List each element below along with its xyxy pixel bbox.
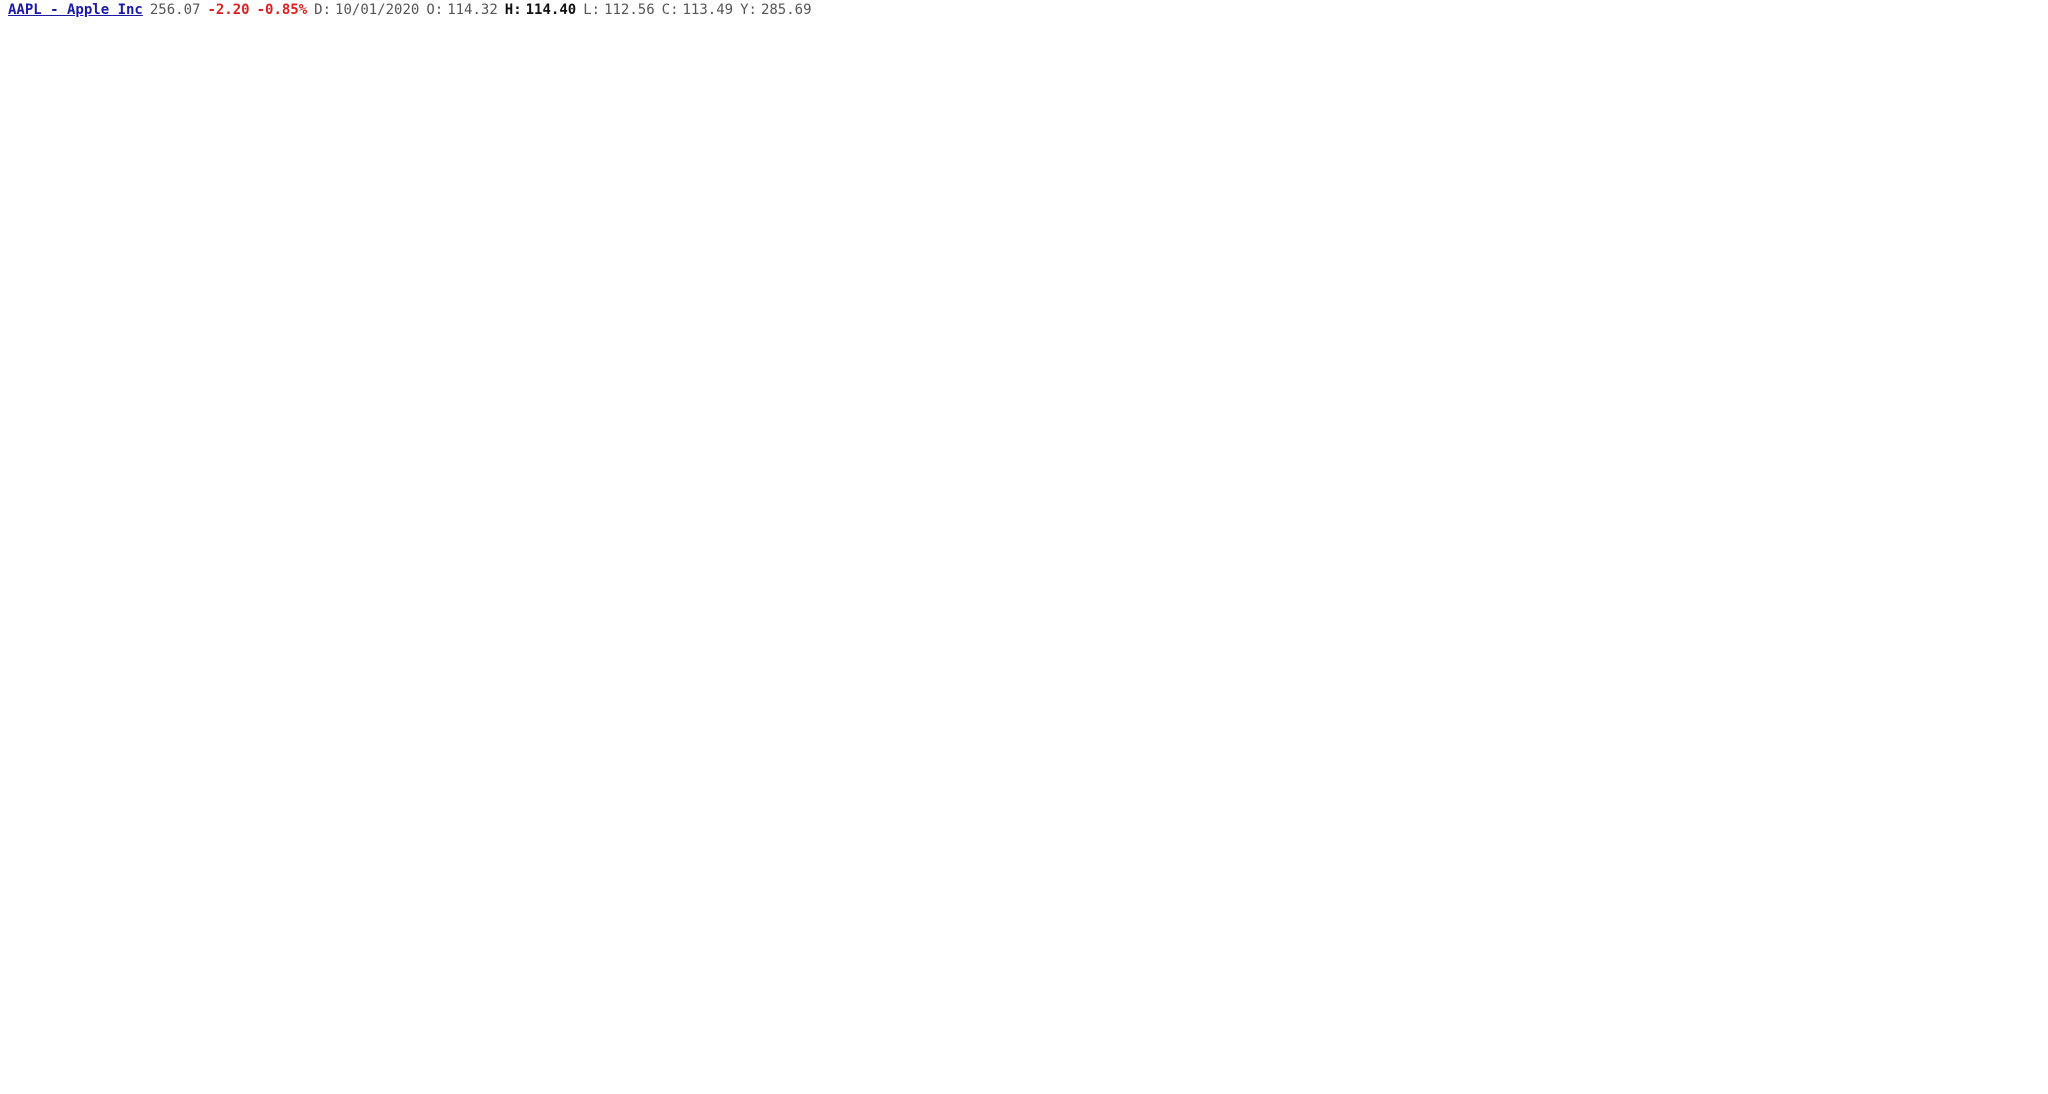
- field-value: 113.49: [682, 2, 734, 18]
- y-tick-label: 140: [2018, 452, 2037, 463]
- y-tick-label: 280: [2018, 39, 2037, 50]
- field-value: 114.40: [525, 2, 577, 18]
- symbol-link[interactable]: AAPL - Apple Inc: [8, 2, 143, 18]
- quote-header: AAPL - Apple Inc 256.07 -2.20 -0.85% D: 10/01…: [8, 2, 826, 18]
- field-label: D:: [314, 2, 332, 18]
- y-tick-label: 260: [2018, 84, 2037, 95]
- x-tick-label: Feb 2022: [677, 1071, 724, 1082]
- change-pct: -0.85%: [256, 2, 308, 18]
- x-tick-label: Aug 2020: [207, 1071, 257, 1082]
- y-tick-label: 200: [2018, 240, 2037, 251]
- top-highlight: [1859, 24, 1934, 83]
- watermark: slopecharts.com: [1768, 1034, 1944, 1056]
- y-tick-label: 220: [2018, 183, 2037, 194]
- last-price: 256.07: [149, 2, 201, 18]
- trend-line-dashed: [0, 80, 2041, 994]
- x-tick-label: Mar 2020: [77, 1071, 127, 1082]
- y-tick-label: 240: [2018, 131, 2037, 142]
- x-tick-label: Aug 2022: [831, 1071, 881, 1082]
- field-label: O:: [426, 2, 444, 18]
- x-tick-label: Feb 2024: [1301, 1071, 1348, 1082]
- x-tick-label: Feb 2023: [989, 1071, 1036, 1082]
- y-tick-label: 60: [2022, 956, 2035, 967]
- x-tick-label: Aug 2021: [519, 1071, 569, 1082]
- x-tick-label: Aug 2025: [1768, 1071, 1818, 1082]
- ohlc-fields: D: 10/01/2020 O: 114.32 H: 114.40 L: 112.56 C: 11…: [314, 2, 818, 18]
- y-tick-label: 100: [2018, 652, 2037, 663]
- price-line: [100, 48, 1924, 933]
- x-tick-label: Aug 2024: [1455, 1071, 1505, 1082]
- x-tick-label: Feb 2021: [364, 1071, 411, 1082]
- x-tick-label: Feb 2025: [1613, 1071, 1660, 1082]
- field-value: 114.32: [447, 2, 498, 18]
- trend-line: [0, 22, 1287, 599]
- y-tick-label: 120: [2018, 544, 2037, 555]
- field-value: 112.56: [604, 2, 655, 18]
- change: -2.20: [207, 2, 250, 18]
- field-label: Y:: [740, 2, 757, 18]
- field-value: 10/01/2020: [335, 2, 420, 18]
- trend-line: [737, 477, 2048, 1059]
- field-value: 285.69: [760, 2, 812, 18]
- y-tick-label: 80: [2022, 785, 2035, 796]
- field-label: L:: [583, 2, 601, 18]
- x-tick-label: Aug 2023: [1143, 1071, 1193, 1082]
- field-label: C:: [661, 2, 679, 18]
- y-tick-label: 160: [2018, 372, 2037, 383]
- field-label: H:: [504, 2, 522, 18]
- y-tick-label: 180: [2018, 302, 2037, 313]
